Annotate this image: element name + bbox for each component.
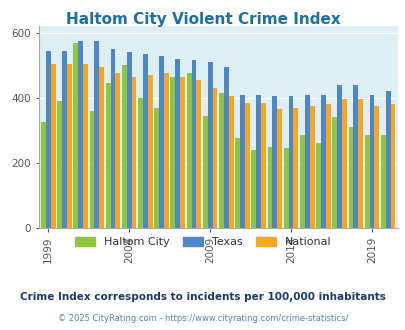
Bar — [256, 95, 260, 228]
Bar — [234, 138, 239, 228]
Bar — [51, 64, 55, 228]
Bar — [62, 51, 67, 228]
Bar — [315, 143, 320, 228]
Bar — [191, 60, 196, 228]
Bar — [352, 85, 357, 228]
Bar — [83, 64, 88, 228]
Bar — [170, 77, 175, 228]
Bar — [239, 95, 244, 228]
Bar — [164, 74, 168, 228]
Bar — [272, 96, 277, 228]
Bar — [131, 77, 136, 228]
Bar — [385, 91, 390, 228]
Bar — [218, 93, 223, 228]
Bar — [251, 150, 256, 228]
Bar — [105, 83, 110, 228]
Bar — [186, 74, 191, 228]
Bar — [122, 65, 126, 228]
Bar — [380, 135, 385, 228]
Bar — [196, 80, 201, 228]
Bar — [73, 43, 78, 228]
Bar — [341, 99, 346, 228]
Bar — [293, 108, 298, 228]
Bar — [320, 95, 325, 228]
Bar — [175, 59, 180, 228]
Bar — [110, 49, 115, 228]
Bar — [138, 98, 143, 228]
Bar — [147, 75, 152, 228]
Bar — [277, 109, 281, 228]
Bar — [223, 67, 228, 228]
Bar — [78, 41, 83, 228]
Bar — [154, 108, 159, 228]
Bar — [325, 104, 330, 228]
Bar — [94, 41, 99, 228]
Bar — [288, 96, 293, 228]
Bar — [90, 111, 94, 228]
Bar — [126, 52, 131, 228]
Bar — [202, 116, 207, 228]
Bar — [347, 127, 352, 228]
Text: Crime Index corresponds to incidents per 100,000 inhabitants: Crime Index corresponds to incidents per… — [20, 292, 385, 302]
Bar — [99, 67, 104, 228]
Bar — [41, 122, 46, 228]
Bar — [244, 103, 249, 228]
Bar — [57, 101, 62, 228]
Bar — [115, 74, 120, 228]
Bar — [369, 95, 373, 228]
Text: © 2025 CityRating.com - https://www.cityrating.com/crime-statistics/: © 2025 CityRating.com - https://www.city… — [58, 314, 347, 323]
Bar — [364, 135, 369, 228]
Bar — [159, 56, 164, 228]
Bar — [390, 104, 394, 228]
Bar — [304, 95, 309, 228]
Bar — [299, 135, 304, 228]
Bar — [260, 103, 265, 228]
Legend: Haltom City, Texas, National: Haltom City, Texas, National — [70, 233, 335, 252]
Bar — [332, 117, 337, 228]
Bar — [180, 77, 185, 228]
Bar — [373, 106, 378, 228]
Bar — [283, 148, 288, 228]
Bar — [228, 96, 233, 228]
Bar — [337, 85, 341, 228]
Bar — [212, 88, 217, 228]
Bar — [67, 64, 72, 228]
Bar — [357, 99, 362, 228]
Bar — [267, 147, 272, 228]
Bar — [143, 54, 147, 228]
Bar — [309, 106, 314, 228]
Bar — [46, 51, 51, 228]
Text: Haltom City Violent Crime Index: Haltom City Violent Crime Index — [66, 12, 339, 26]
Bar — [207, 62, 212, 228]
